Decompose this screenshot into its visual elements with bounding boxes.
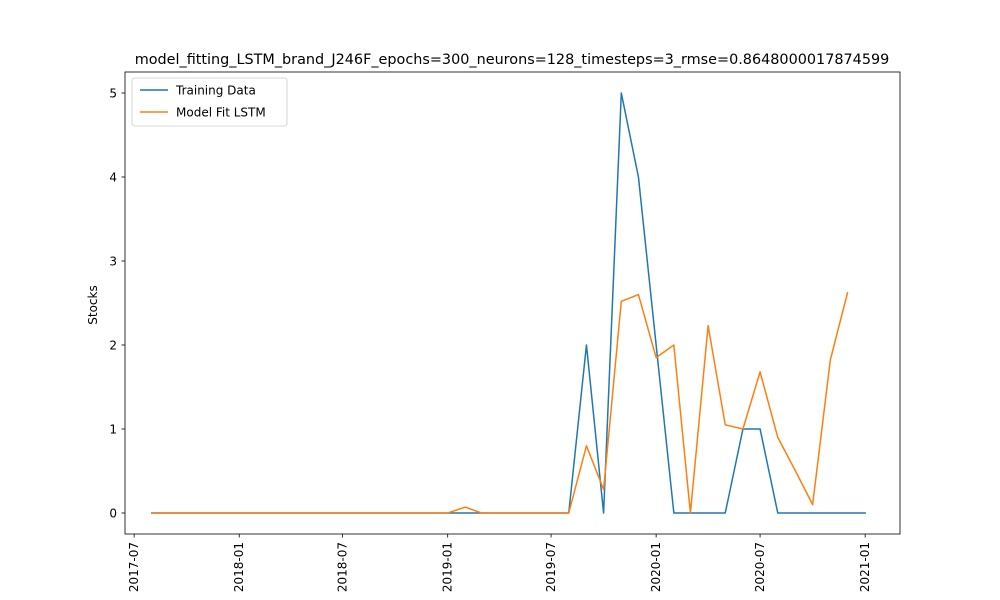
series-line-0 xyxy=(151,92,866,514)
chart-title: model_fitting_LSTM_brand_J246F_epochs=30… xyxy=(135,52,890,68)
x-tick-label: 2020-07 xyxy=(753,542,767,592)
x-axis: 2017-07 2018-01 2018-07 2019-01 2019-07 2020-… xyxy=(127,534,872,592)
plot-frame xyxy=(124,71,901,535)
legend: Training Data Model Fit LSTM xyxy=(131,77,288,127)
legend-label-0: Training Data xyxy=(175,84,256,98)
x-tick-label: 2020-01 xyxy=(649,542,663,592)
legend-label-1: Model Fit LSTM xyxy=(176,106,266,120)
x-tick-label: 2019-07 xyxy=(544,542,558,592)
y-tick-label: 0 xyxy=(109,507,117,521)
x-tick-label: 2021-01 xyxy=(858,542,872,592)
y-axis-label: Stocks xyxy=(86,285,100,324)
x-tick-label: 2017-07 xyxy=(127,542,141,592)
series-line-1 xyxy=(151,292,849,514)
y-tick-label: 4 xyxy=(109,171,117,185)
x-tick-label: 2018-01 xyxy=(232,542,246,592)
x-tick-label: 2018-07 xyxy=(336,542,350,592)
y-tick-label: 3 xyxy=(109,255,117,269)
plot-area xyxy=(124,71,901,535)
legend-box xyxy=(131,77,288,127)
y-tick-label: 1 xyxy=(109,423,117,437)
y-tick-label: 5 xyxy=(109,87,117,101)
y-tick-label: 2 xyxy=(109,339,117,353)
y-axis: 0 1 2 3 4 5 xyxy=(109,87,125,521)
x-tick-label: 2019-01 xyxy=(441,542,455,592)
